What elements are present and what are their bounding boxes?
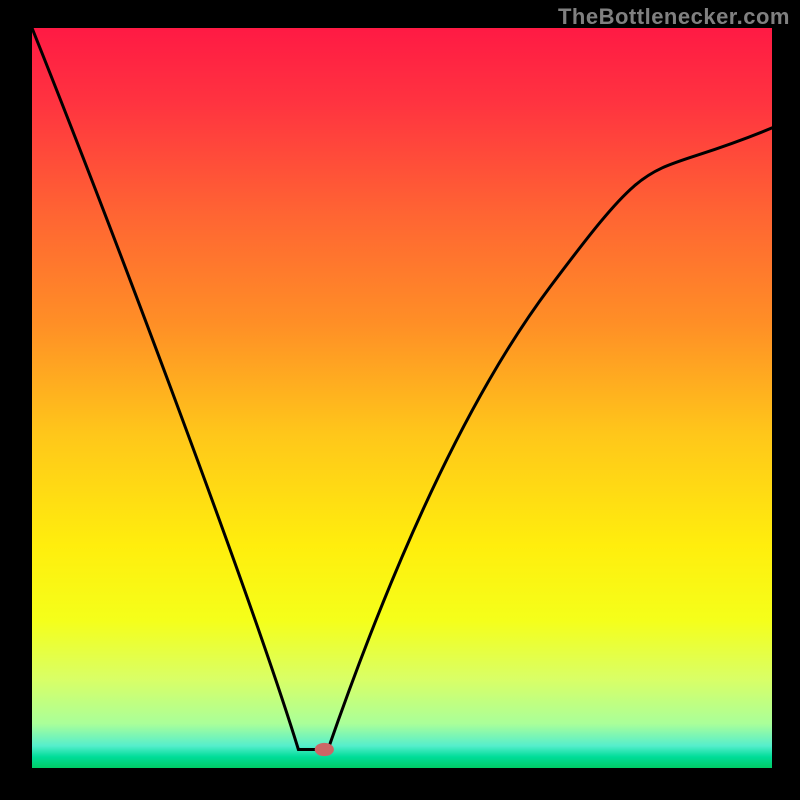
- bottleneck-chart-svg: [32, 28, 772, 768]
- optimal-point-marker: [315, 743, 334, 756]
- chart-container: TheBottlenecker.com: [0, 0, 800, 800]
- gradient-background: [32, 28, 772, 768]
- plot-area: [32, 28, 772, 768]
- watermark-text: TheBottlenecker.com: [558, 4, 790, 30]
